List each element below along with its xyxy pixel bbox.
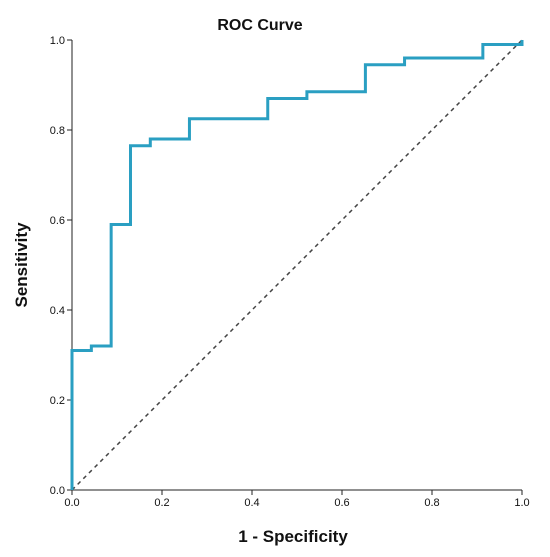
x-tick-label: 0.0 (64, 497, 79, 509)
axes (71, 40, 522, 491)
plot-series (70, 39, 524, 491)
x-axis-ticks: 0.0 0.2 0.4 0.6 0.8 1.0 (64, 490, 530, 509)
chart-title: ROC Curve (217, 17, 302, 34)
y-axis-ticks: 0.0 0.2 0.4 0.6 0.8 1.0 (50, 35, 72, 497)
x-tick-label: 1.0 (514, 497, 529, 509)
x-tick-label: 0.2 (154, 497, 169, 509)
roc-curve-line (70, 40, 524, 490)
x-axis-label: 1 - Specificity (238, 527, 348, 546)
y-axis-label: Sensitivity (12, 222, 31, 308)
y-tick-label: 0.8 (50, 125, 65, 137)
x-tick-label: 0.6 (334, 497, 349, 509)
y-tick-label: 0.0 (50, 485, 65, 497)
y-tick-label: 0.4 (50, 305, 65, 317)
y-tick-label: 0.2 (50, 395, 65, 407)
x-tick-label: 0.4 (244, 497, 259, 509)
y-tick-label: 1.0 (50, 35, 65, 47)
reference-diagonal-line (71, 39, 523, 491)
x-tick-label: 0.8 (424, 497, 439, 509)
y-tick-label: 0.6 (50, 215, 65, 227)
